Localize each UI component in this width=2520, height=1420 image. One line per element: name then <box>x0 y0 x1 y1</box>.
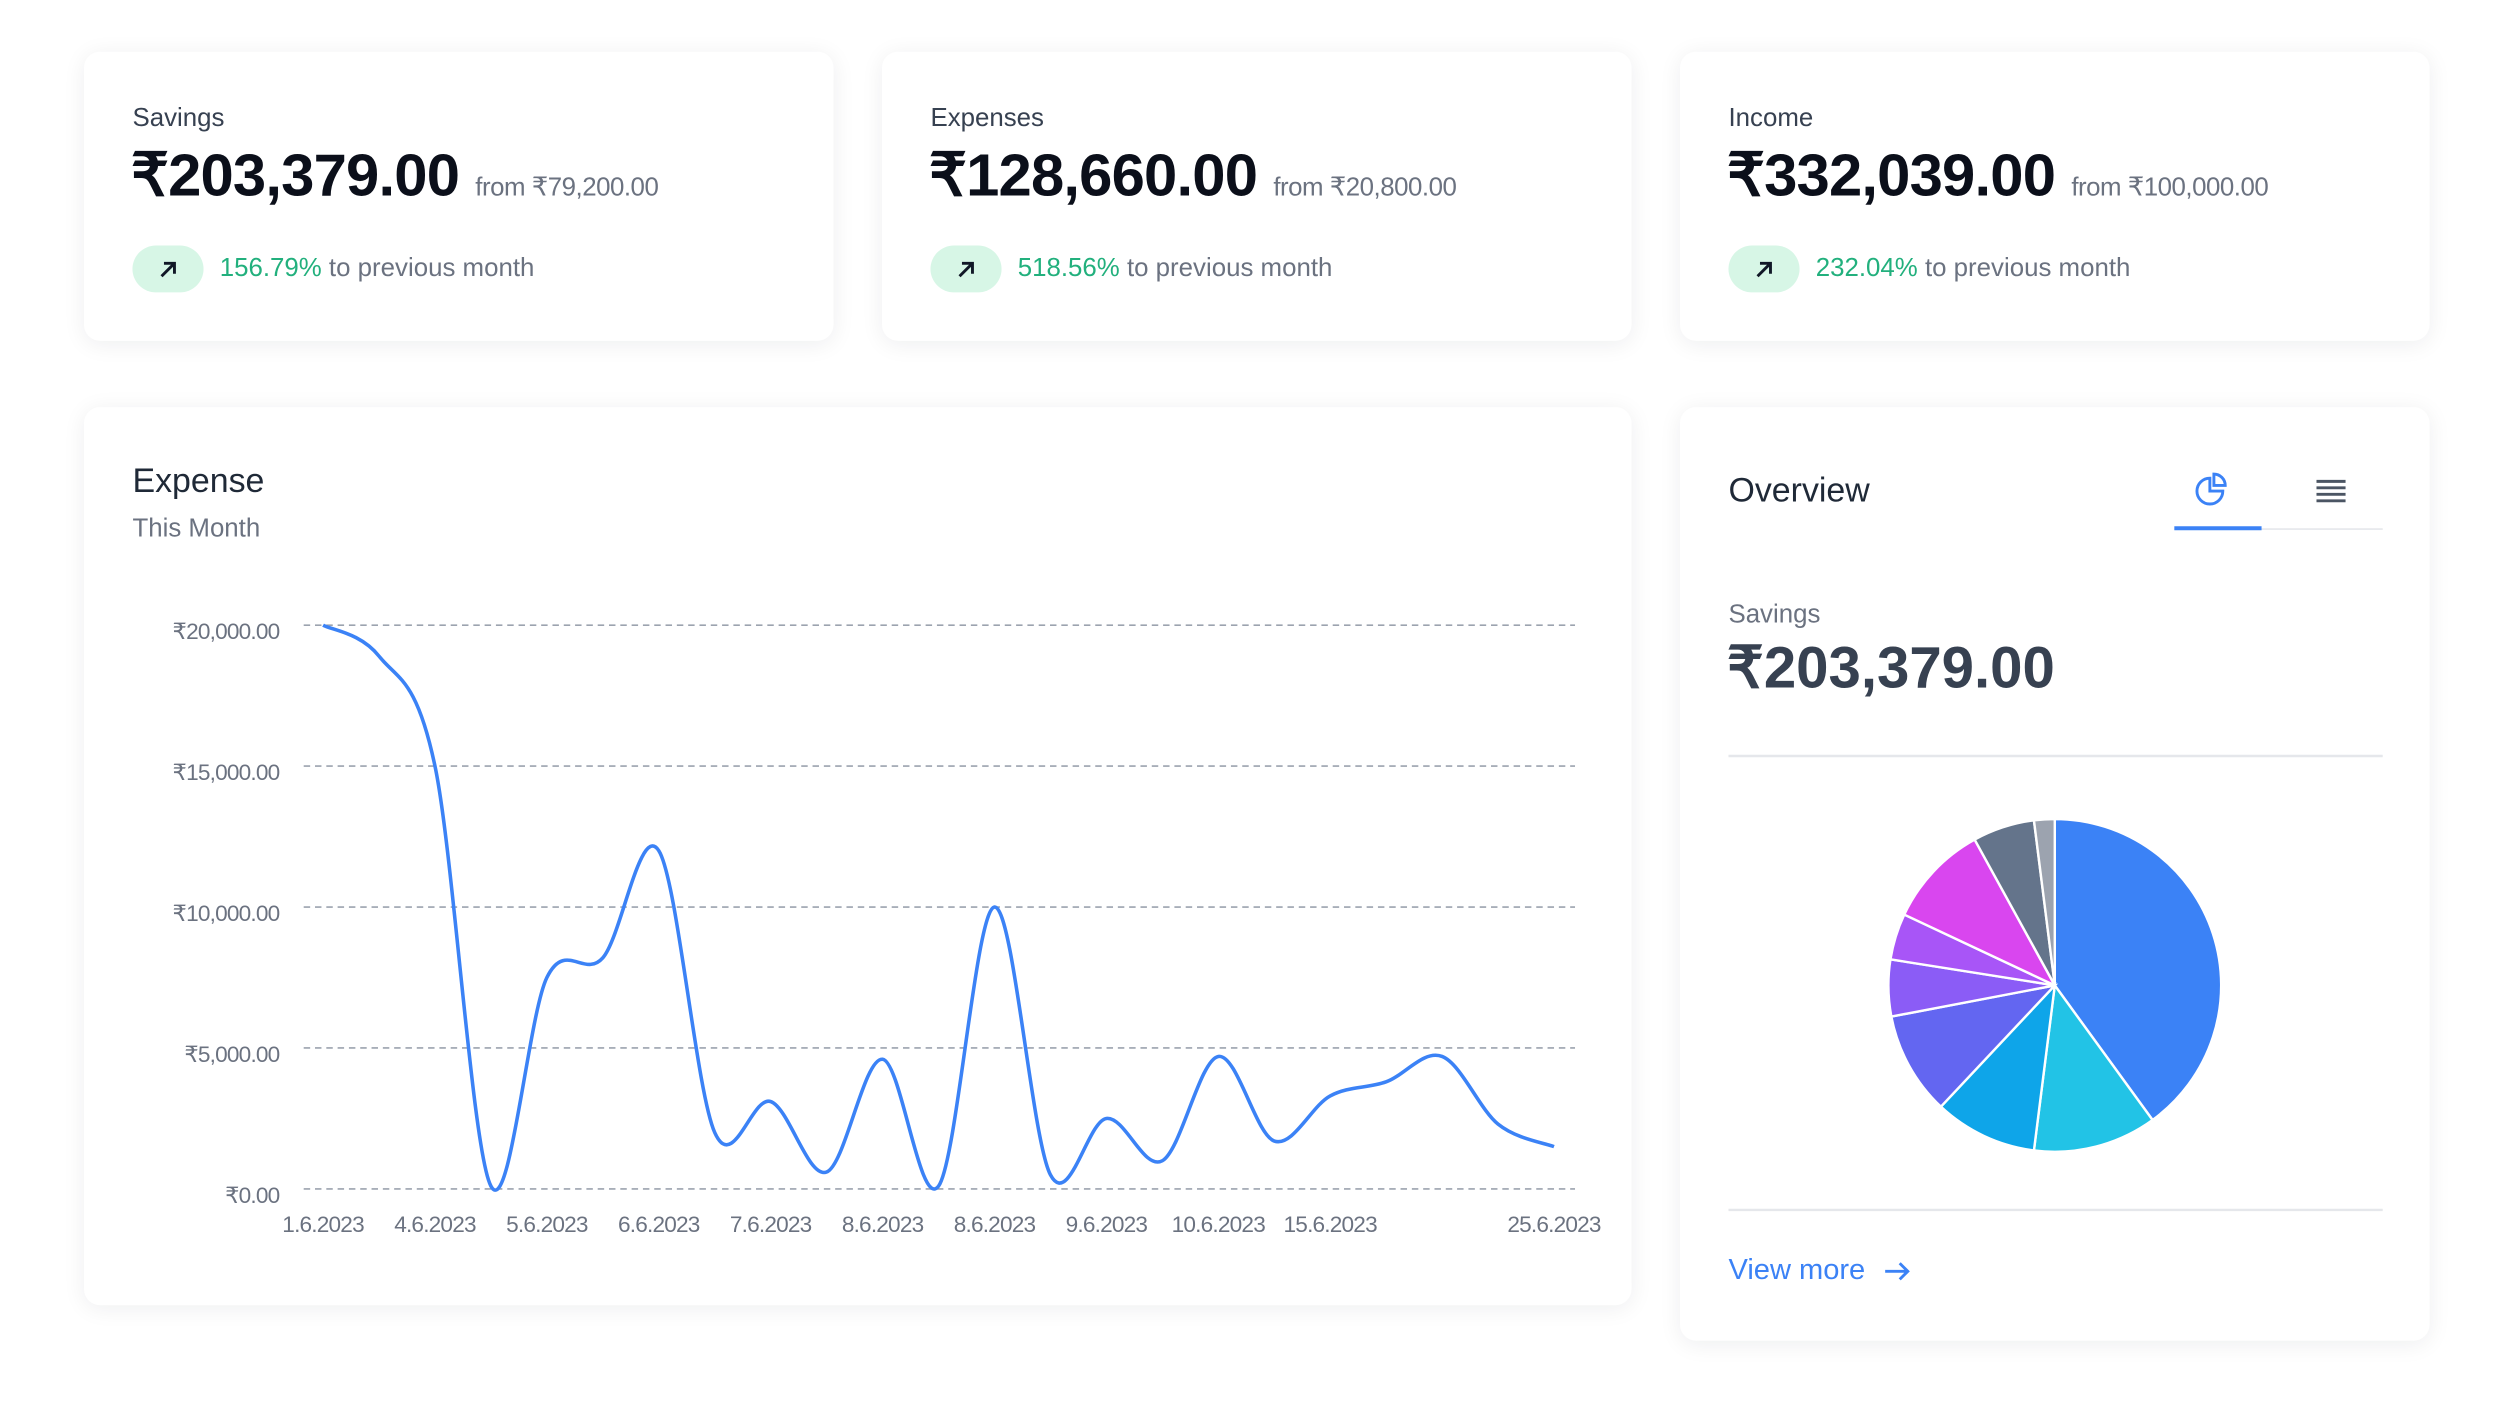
card-change: 518.56% to previous month <box>1018 255 1333 284</box>
amount: ₹203,379.00 <box>130 142 460 209</box>
pie-slice <box>1902 837 2058 989</box>
card-change: 156.79% to previous month <box>220 255 535 284</box>
card-label: Savings <box>132 105 225 133</box>
overview-label: Savings <box>1728 600 1820 628</box>
pie-slice <box>1939 981 2057 1152</box>
x-tick-label: 6.6.2023 <box>618 1212 700 1237</box>
x-tick-label: 15.6.2023 <box>1284 1212 1378 1237</box>
change-percent: 232.04% <box>1815 255 1918 283</box>
trend-badge <box>930 245 1002 293</box>
card-from: from ₹79,200.00 <box>475 174 659 202</box>
amount: ₹128,660.00 <box>928 142 1258 209</box>
x-tick-label: 8.6.2023 <box>954 1212 1036 1237</box>
y-tick-label: ₹0.00 <box>225 1183 280 1208</box>
card-amount: ₹203,379.00 from ₹79,200.00 <box>131 141 659 210</box>
change-percent: 156.79% <box>219 255 322 283</box>
amount: ₹332,039.00 <box>1726 142 2056 209</box>
income-card: Income ₹332,039.00 from ₹100,000.00 232.0… <box>1680 51 2430 341</box>
change-text: to previous month <box>1924 255 2131 283</box>
x-tick-label: 5.6.2023 <box>506 1212 588 1237</box>
card-from: from ₹100,000.00 <box>2071 174 2269 202</box>
card-label: Income <box>1728 105 1814 133</box>
chart-title: Expense <box>132 462 264 500</box>
change-percent: 518.56% <box>1017 255 1120 283</box>
x-tick-label: 9.6.2023 <box>1066 1212 1148 1237</box>
x-tick-label: 8.6.2023 <box>842 1212 924 1237</box>
pie-slice <box>1889 983 2059 1109</box>
trend-badge <box>132 245 204 293</box>
list-tab[interactable] <box>2316 479 2346 503</box>
x-tick-label: 1.6.2023 <box>282 1212 364 1237</box>
savings-card: Savings ₹203,379.00 from ₹79,200.00 156.7… <box>84 51 834 341</box>
chart-subtitle: This Month <box>132 515 260 543</box>
pie-slice <box>2032 982 2155 1153</box>
y-tick-label: ₹10,000.00 <box>173 901 280 926</box>
view-more-arrow[interactable] <box>1885 1262 1910 1281</box>
overview-total: ₹203,379.00 <box>1727 635 2055 700</box>
trend-badge <box>1728 245 1800 293</box>
y-tick-label: ₹20,000.00 <box>173 619 280 644</box>
y-tick-label: ₹5,000.00 <box>184 1042 279 1067</box>
card-from: from ₹20,800.00 <box>1273 174 1457 202</box>
x-tick-label: 4.6.2023 <box>394 1212 476 1237</box>
x-tick-label: 7.6.2023 <box>730 1212 812 1237</box>
change-text: to previous month <box>1126 255 1333 283</box>
card-amount: ₹332,039.00 from ₹100,000.00 <box>1726 141 2269 210</box>
pie-tab[interactable] <box>2195 472 2227 506</box>
expenses-card: Expenses ₹128,660.00 from ₹20,800.00 518.… <box>882 51 1632 341</box>
expense-line <box>322 623 1555 1192</box>
overview-title: Overview <box>1728 472 1870 510</box>
y-tick-label: ₹15,000.00 <box>173 760 280 785</box>
view-more[interactable]: View more <box>1728 1254 1865 1286</box>
card-label: Expenses <box>930 105 1044 133</box>
card-amount: ₹128,660.00 from ₹20,800.00 <box>929 141 1457 210</box>
x-tick-label: 25.6.2023 <box>1507 1212 1601 1237</box>
change-text: to previous month <box>328 255 535 283</box>
card-change: 232.04% to previous month <box>1816 255 2131 284</box>
expense-card <box>84 407 1632 1306</box>
pie-slice <box>2032 817 2057 986</box>
pie-slice <box>2053 817 2223 1122</box>
x-tick-label: 10.6.2023 <box>1172 1212 1266 1237</box>
